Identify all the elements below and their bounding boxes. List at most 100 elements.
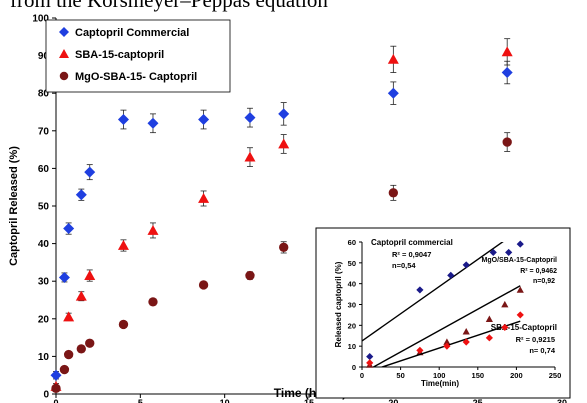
y-tick-label: 90 — [38, 51, 50, 62]
inset-data-point — [485, 315, 493, 322]
inset-annotation: SBA-15-Captopril — [491, 323, 557, 332]
inset-x-tick-label: 200 — [510, 371, 523, 380]
inset-annotation: MgO/SBA-15-Captopril — [482, 257, 558, 264]
inset-x-tick-label: 250 — [549, 371, 562, 380]
legend-label: Captopril Commercial — [75, 27, 189, 39]
inset-y-tick-label: 0 — [352, 363, 356, 372]
inset-data-point — [447, 271, 455, 279]
inset-chart: 0 10 20 30 40 50 60 0 50 100 150 200 250 Released cap… — [315, 227, 571, 399]
data-point — [501, 67, 513, 79]
inset-annotation: n= 0,74 — [529, 346, 555, 355]
data-point — [118, 319, 129, 330]
data-point — [278, 108, 290, 120]
inset-frame — [315, 227, 571, 399]
data-point — [244, 112, 256, 124]
inset-data-point — [443, 342, 451, 350]
inset-data-point — [443, 338, 451, 345]
data-point — [117, 239, 129, 250]
inset-data-point — [505, 248, 513, 257]
data-point — [75, 189, 87, 201]
y-tick-label: 20 — [38, 314, 50, 325]
inset-data-point — [501, 300, 509, 308]
inset-data-point — [462, 261, 470, 269]
y-tick-label: 10 — [38, 352, 50, 363]
inset-data-point — [366, 352, 374, 361]
caption-text: from the Korsmeyer–Peppas equation — [10, 0, 328, 12]
inset-annotation: Captopril commercial — [371, 238, 453, 247]
y-axis-title: Captopril Released (%) — [8, 146, 20, 266]
data-point — [501, 46, 513, 57]
inset-annotation: R² = 0,9215 — [516, 335, 555, 344]
series-1 — [50, 38, 513, 391]
data-point — [50, 369, 62, 381]
fit-line — [362, 242, 504, 342]
y-tick-label: 40 — [38, 239, 50, 250]
inset-series-0 — [362, 240, 524, 361]
data-point — [244, 151, 256, 162]
data-point — [84, 270, 96, 280]
data-point — [75, 290, 87, 301]
x-tick-label: 20 — [388, 398, 398, 403]
inset-annotation: R² = 0,9462 — [520, 268, 557, 275]
data-point — [388, 188, 399, 198]
inset-data-point — [462, 327, 470, 335]
inset-y-tick-label: 40 — [348, 280, 356, 289]
data-point — [63, 311, 75, 322]
x-tick-label: 30 — [557, 398, 567, 403]
inset-x-tick-label: 100 — [433, 371, 446, 380]
data-point — [147, 224, 159, 235]
inset-y-tick-label: 10 — [348, 342, 356, 351]
inset-y-tick-label: 50 — [348, 259, 356, 268]
x-tick-label: 0 — [53, 398, 58, 403]
legend-label: MgO-SBA-15- Captopril — [75, 71, 197, 83]
data-point — [387, 53, 399, 64]
y-tick-label: 0 — [43, 390, 49, 401]
data-point — [84, 166, 96, 178]
data-point — [148, 297, 158, 307]
legend-marker — [59, 49, 69, 58]
inset-data-point — [485, 334, 493, 342]
legend-box — [45, 19, 231, 93]
inset-series-2 — [366, 311, 524, 367]
inset-x-tick-label: 150 — [472, 371, 485, 380]
inset-x-axis-title: Time(min) — [421, 379, 459, 388]
inset-data-point — [462, 338, 470, 346]
legend: Captopril Commercial SBA-15-captopril MgO-… — [45, 19, 231, 93]
data-point — [59, 364, 70, 375]
data-point — [63, 223, 75, 235]
data-point — [502, 137, 512, 147]
y-tick-label: 60 — [38, 164, 50, 175]
x-tick-label: 10 — [220, 398, 230, 403]
inset-data-point — [416, 346, 424, 354]
inset-y-tick-label: 30 — [348, 301, 356, 310]
inset-annotation: n=0,92 — [533, 278, 555, 285]
y-tick-label: 80 — [38, 89, 50, 100]
x-tick-label: 5 — [138, 398, 143, 403]
data-point — [245, 270, 255, 281]
inset-data-point — [501, 323, 509, 332]
inset-data-point — [516, 311, 524, 319]
series-2 — [51, 132, 512, 394]
y-tick-label: 100 — [32, 14, 49, 25]
data-point — [117, 114, 129, 126]
legend-marker — [59, 27, 69, 37]
inset-data-point — [516, 286, 524, 293]
data-point — [76, 344, 86, 354]
data-point — [58, 271, 70, 283]
data-point — [278, 138, 290, 149]
y-tick-label: 70 — [38, 126, 50, 137]
x-tick-label: 15 — [304, 398, 314, 403]
inset-annotation: n=0,54 — [392, 261, 416, 270]
data-point — [198, 114, 210, 126]
inset-y-axis-title: Released captopril (%) — [334, 261, 343, 347]
inset-y-tick-label: 20 — [348, 321, 356, 330]
inset-x-tick-label: 0 — [360, 371, 364, 380]
data-point — [51, 383, 61, 394]
data-point — [387, 87, 399, 99]
inset-y-tick-label: 60 — [348, 238, 356, 247]
fit-line — [372, 285, 521, 367]
legend-label: SBA-15-captopril — [75, 49, 164, 61]
data-point — [147, 117, 159, 129]
inset-x-tick-label: 50 — [396, 371, 404, 380]
